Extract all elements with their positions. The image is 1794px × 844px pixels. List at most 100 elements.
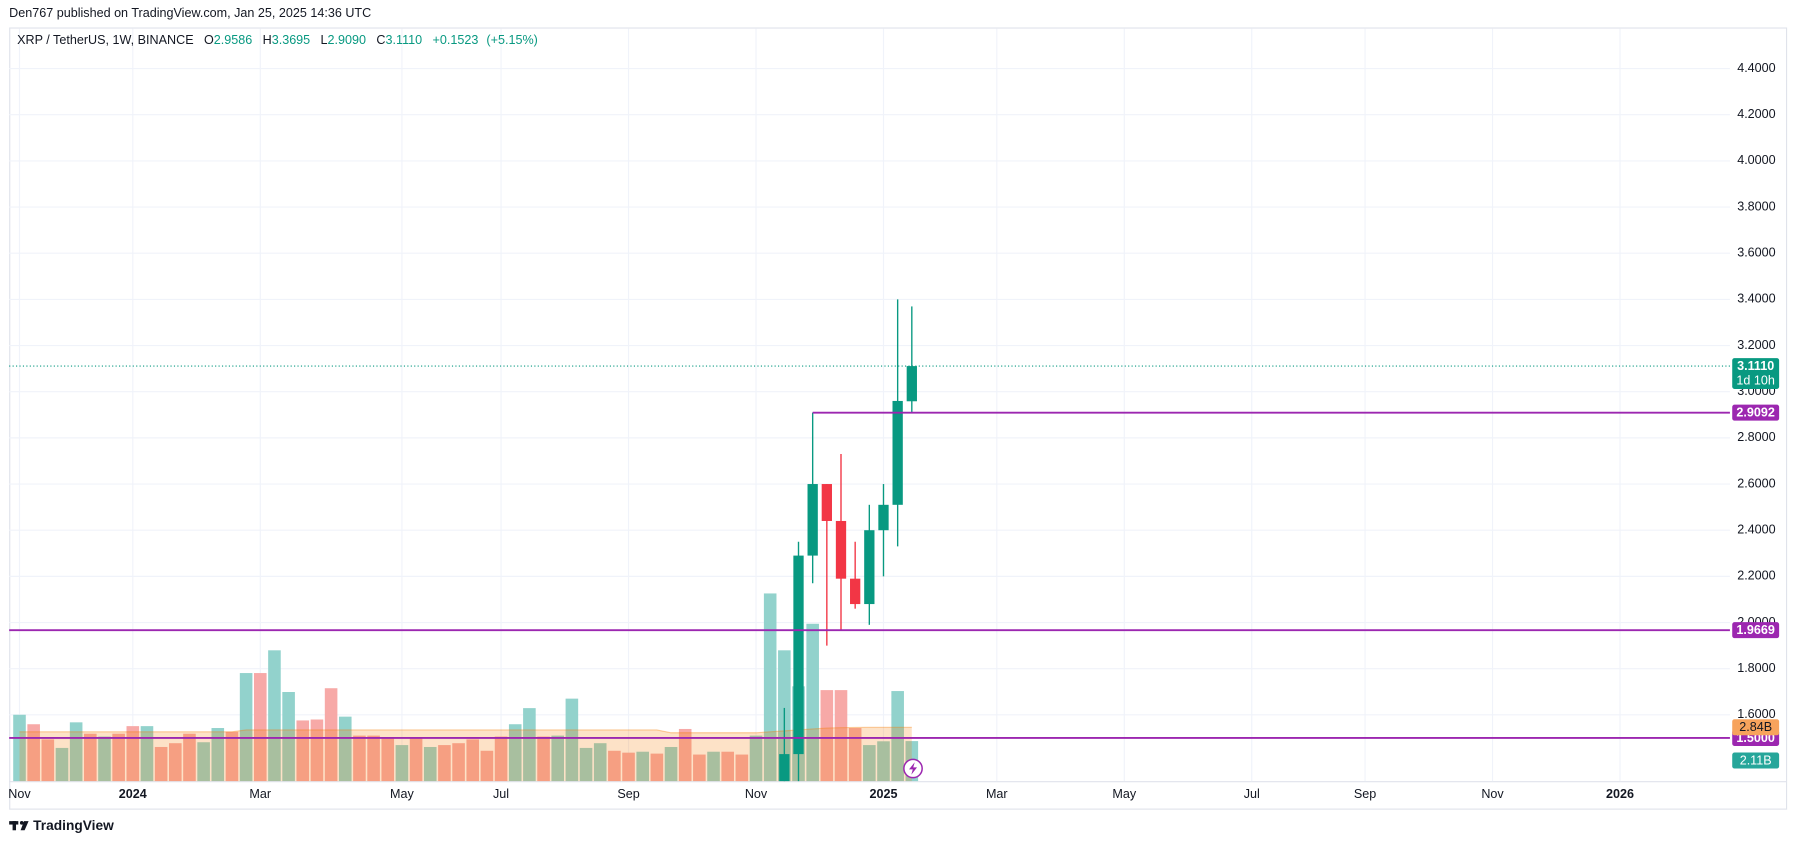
candle-body <box>864 530 875 605</box>
x-tick-label: 2024 <box>119 787 147 801</box>
last-price-label-bg <box>1732 358 1780 389</box>
volume-bar <box>211 728 225 782</box>
volume-bar <box>678 728 692 782</box>
volume-bar <box>650 753 664 782</box>
y-tick-label: 1.6000 <box>1737 707 1775 721</box>
x-tick-label: Sep <box>1354 787 1376 801</box>
volume-bar <box>112 733 125 782</box>
legend-change: +0.1523 <box>433 34 479 48</box>
candle-body <box>793 555 804 755</box>
volume-bar <box>608 750 621 782</box>
volume-bar <box>169 743 182 782</box>
legend-key: O <box>204 34 214 48</box>
candle-body <box>878 504 889 531</box>
legend-key: L <box>321 34 328 48</box>
x-tick-label: May <box>1112 787 1136 801</box>
volume-bar <box>197 742 210 782</box>
y-tick-label: 3.6000 <box>1737 246 1775 260</box>
volume-bar <box>140 726 154 782</box>
volume-bar <box>565 698 579 782</box>
y-tick-label: 4.2000 <box>1737 107 1775 121</box>
volume-bar <box>466 739 480 782</box>
candles <box>779 299 917 782</box>
x-tick-label: 2025 <box>869 787 897 801</box>
legend: XRP / TetherUS, 1W, BINANCE O2.9586 H3.3… <box>17 34 538 48</box>
volume-bar <box>282 692 295 782</box>
volume-bar <box>154 746 168 782</box>
price-line-label: 2.9092 <box>1736 406 1774 420</box>
x-tick-label: 2026 <box>1606 787 1634 801</box>
volume-bar <box>310 719 324 782</box>
volume-bar <box>452 743 465 782</box>
x-tick-label: Sep <box>617 787 639 801</box>
volume-bar <box>593 743 607 782</box>
x-tick-label: Jul <box>1244 787 1260 801</box>
volume-bar <box>749 735 763 782</box>
volume-bar <box>13 714 26 782</box>
y-tick-label: 2.6000 <box>1737 476 1775 490</box>
legend-value: 3.3695 <box>272 34 310 48</box>
y-tick-label: 2.2000 <box>1737 569 1775 583</box>
price-line-label-bg <box>1732 404 1780 421</box>
volume-bar <box>41 739 55 782</box>
volume-bar <box>338 716 352 782</box>
volume-bar <box>735 754 749 782</box>
volume-bar <box>494 736 508 782</box>
legend-change-pct: (+5.15%) <box>486 34 537 48</box>
last-price-label: 3.1110 <box>1737 359 1774 373</box>
x-tick-label: Nov <box>745 787 768 801</box>
volume-bar <box>381 737 395 782</box>
y-tick-label: 4.0000 <box>1737 153 1775 167</box>
volume-bar <box>664 746 678 782</box>
volume-bar <box>622 752 635 782</box>
y-tick-label: 2.4000 <box>1737 523 1775 537</box>
grid <box>9 28 1730 782</box>
candle-body <box>807 484 818 556</box>
volume-bar <box>636 751 649 782</box>
volume-bar <box>693 754 706 782</box>
volume-bar <box>353 735 366 782</box>
candle-body <box>779 754 790 782</box>
x-tick-label: Mar <box>986 787 1008 801</box>
volume-bar <box>55 747 69 782</box>
overlay: 1.60001.80002.00002.20002.40002.60002.80… <box>8 61 1780 801</box>
volume-label-bg <box>1732 752 1780 769</box>
volume-bar <box>98 736 111 782</box>
volume-ma-line <box>19 726 912 734</box>
y-tick-label: 4.4000 <box>1737 61 1775 75</box>
x-tick-label: Mar <box>249 787 271 801</box>
candle-body <box>835 520 847 579</box>
x-tick-label: May <box>390 787 414 801</box>
candle-body <box>821 484 832 521</box>
footer-logo <box>9 821 29 831</box>
volume-ma-label: 2.84B <box>1739 720 1772 734</box>
y-tick-label: 2.8000 <box>1737 430 1775 444</box>
volume-bar <box>438 745 451 782</box>
volume-bar <box>806 623 819 782</box>
volume-bar <box>537 736 550 782</box>
legend-value: 2.9586 <box>214 34 252 48</box>
volume-bar <box>296 720 310 782</box>
volume-bar <box>480 750 494 782</box>
volume-bar <box>367 735 380 782</box>
volume-ma-area <box>19 727 912 782</box>
volume-bar <box>225 731 239 782</box>
candle-body <box>850 578 861 605</box>
legend-value: 2.9090 <box>328 34 366 48</box>
price-line-label: 1.9669 <box>1736 623 1774 637</box>
volume-bar <box>84 733 97 782</box>
volume-bar <box>877 741 890 782</box>
volume-bar <box>763 593 777 782</box>
volume-bar <box>126 726 140 782</box>
volume-bar <box>834 690 848 782</box>
volume-ma-label-bg <box>1732 719 1780 736</box>
volume-bar <box>395 745 409 782</box>
x-tick-label: Nov <box>1481 787 1504 801</box>
symbol: XRP / TetherUS, 1W, BINANCE <box>17 34 193 48</box>
volume-bar <box>268 650 281 782</box>
volume-bar <box>253 673 267 782</box>
volume-bar <box>551 735 565 782</box>
x-tick-label: Jul <box>493 787 509 801</box>
